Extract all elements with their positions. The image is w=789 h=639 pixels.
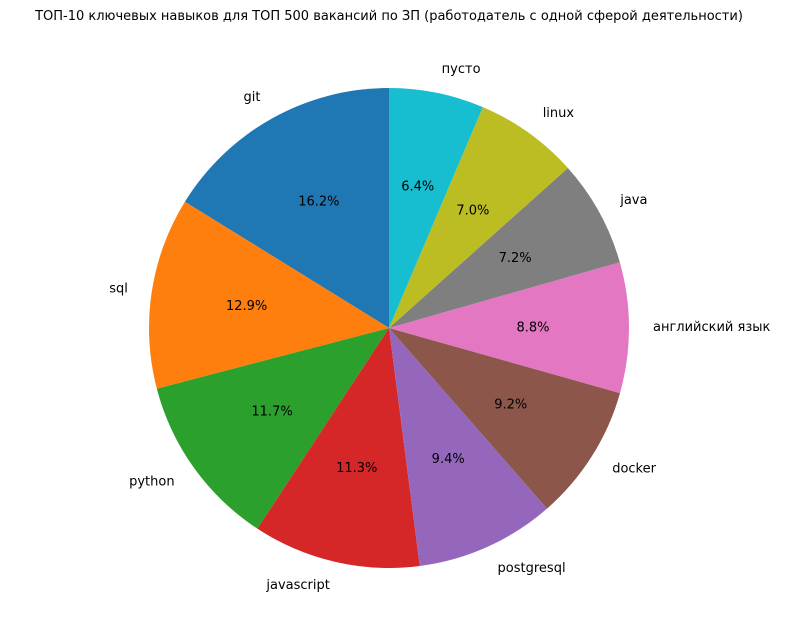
pie-slice-английский-язык: [389, 262, 630, 394]
pie-slices: [149, 88, 630, 568]
chart-title: ТОП-10 ключевых навыков для ТОП 500 вака…: [34, 9, 743, 24]
pie-slice-postgresql: [389, 328, 548, 567]
pie-percent-labels: 16.2% 12.9% 11.7% 11.3% 9.4% 9.2% 8.8% 7.2% 7.0%…: [226, 179, 550, 475]
slice-percent-label: 9.4%: [432, 452, 465, 467]
slice-label: sql: [109, 281, 128, 296]
slice-percent-label: 16.2%: [298, 195, 339, 210]
slice-percent-label: 7.2%: [499, 251, 532, 266]
slice-percent-label: 12.9%: [226, 299, 267, 314]
slice-label: python: [129, 475, 174, 490]
slice-percent-label: 11.3%: [336, 461, 377, 476]
slice-percent-label: 8.8%: [516, 320, 549, 335]
pie-labels: git sql python javascript postgresql docker ан…: [109, 62, 770, 593]
pie-slice-git: [184, 88, 389, 328]
slice-label: английский язык: [653, 320, 771, 335]
slice-percent-label: 7.0%: [456, 203, 489, 218]
pie-slice-docker: [389, 328, 621, 509]
slice-label: java: [619, 193, 647, 208]
slice-percent-label: 11.7%: [251, 405, 292, 420]
pie-slice-python: [156, 328, 389, 529]
slice-label: git: [244, 90, 261, 105]
slice-percent-label: 9.2%: [494, 397, 527, 412]
slice-label: пусто: [442, 62, 481, 77]
slice-label: postgresql: [498, 561, 566, 576]
pie-slice-linux: [389, 107, 568, 328]
slice-percent-label: 6.4%: [401, 179, 434, 194]
slice-label: docker: [612, 461, 656, 476]
slice-label: linux: [543, 106, 575, 121]
slice-label: javascript: [265, 578, 329, 593]
pie-slice-sql: [149, 201, 389, 389]
pie-slice-javascript: [257, 328, 420, 568]
pie-slice-пусто: [389, 88, 483, 328]
pie-slice-java: [389, 168, 620, 328]
